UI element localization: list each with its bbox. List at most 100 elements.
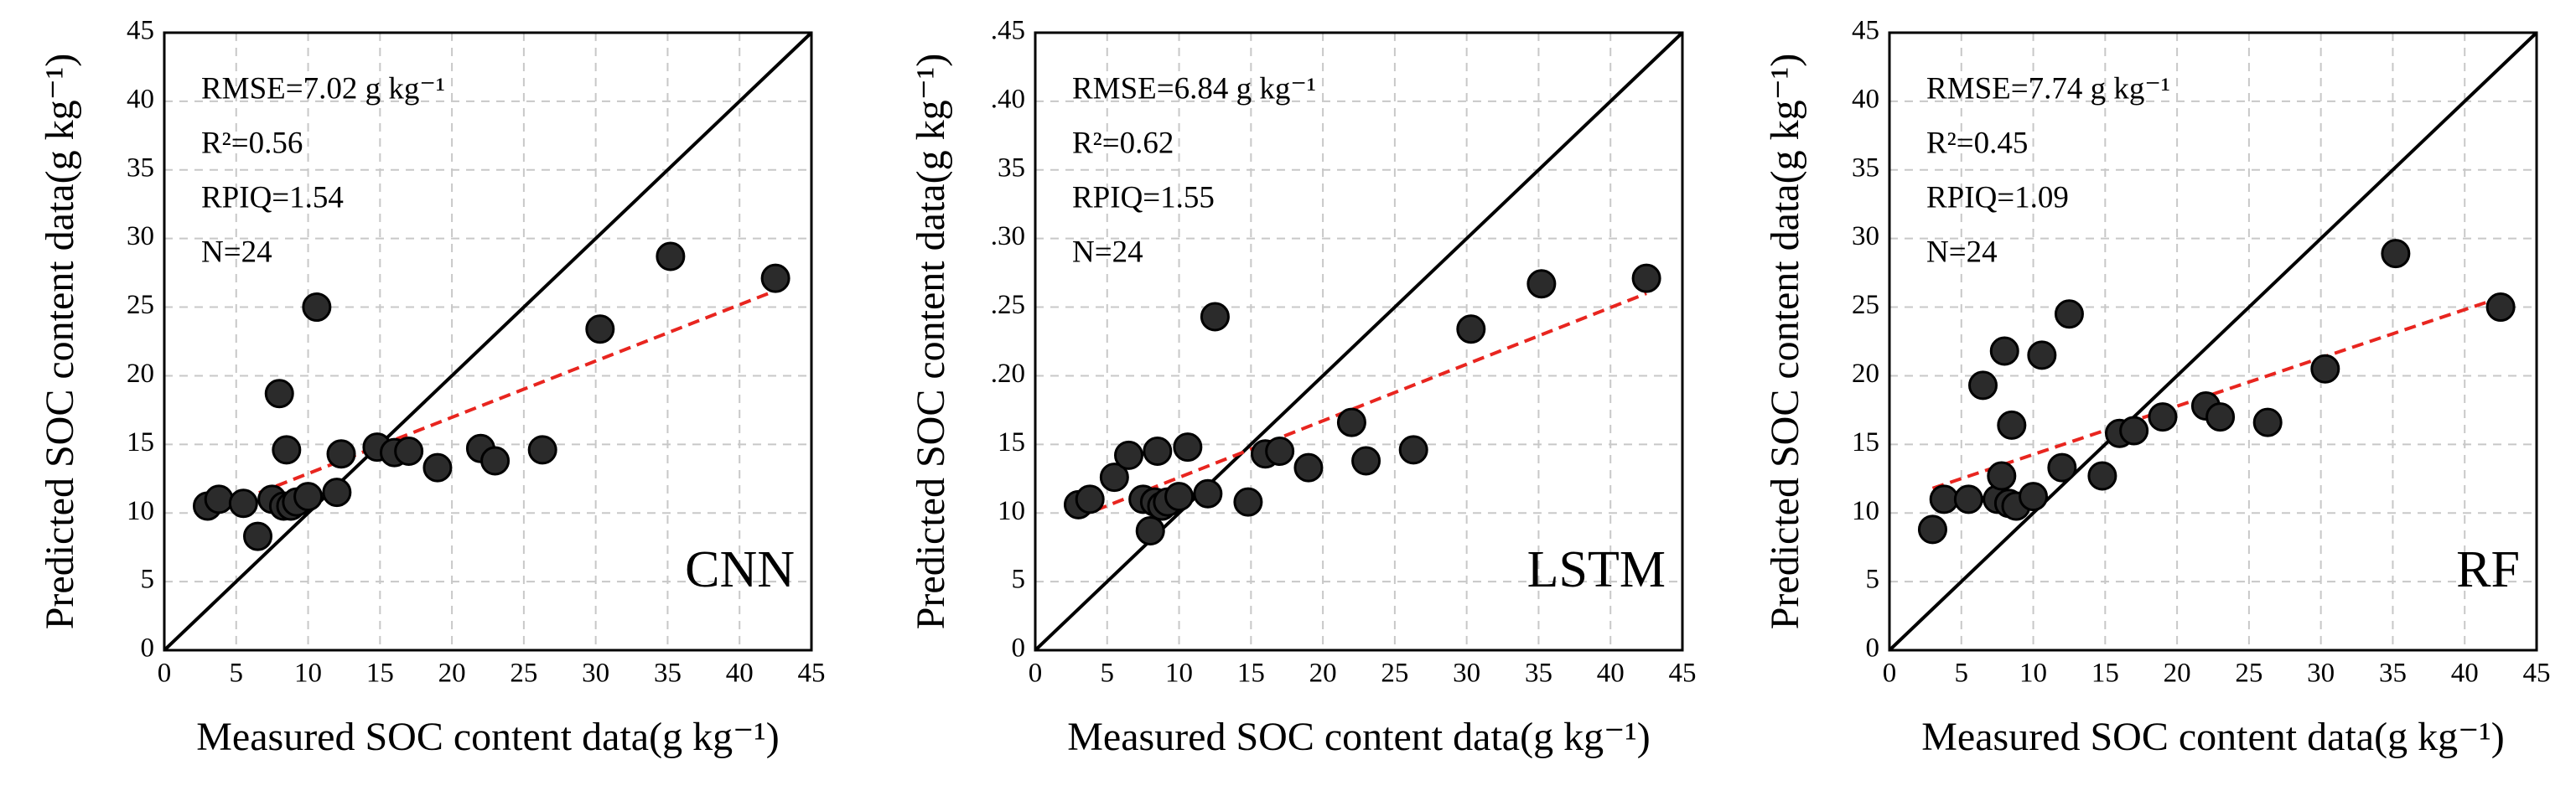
scatter-point	[1989, 336, 2019, 366]
scatter-point	[302, 292, 332, 323]
x-tick-label: 45	[1669, 659, 1697, 689]
x-tick-label: 25	[510, 659, 537, 689]
x-tick-label: 35	[2379, 659, 2407, 689]
scatter-point	[2485, 292, 2516, 323]
plot-frame	[1888, 31, 2538, 652]
annotation: N=24	[201, 235, 272, 269]
x-tick-label: 30	[2307, 659, 2335, 689]
x-tick-label: 15	[2091, 659, 2119, 689]
scatter-point	[2381, 239, 2411, 269]
x-tick-label: 10	[2019, 659, 2047, 689]
scatter-point	[1398, 435, 1428, 465]
trend-line	[1931, 296, 2501, 490]
annotation: R²=0.62	[1072, 126, 1174, 160]
scatter-point	[2310, 354, 2340, 384]
y-tick-label: .45	[991, 16, 1025, 46]
scatter-point	[326, 439, 356, 469]
scatter-point	[1075, 484, 1105, 514]
scatter-point	[1968, 370, 1998, 401]
scatter-point	[1164, 482, 1195, 512]
x-tick-label: 5	[1955, 659, 1969, 689]
x-tick-label: 0	[1883, 659, 1897, 689]
x-tick-label: 10	[294, 659, 322, 689]
y-tick-label: 15	[127, 427, 154, 457]
y-tick-label: 10	[127, 496, 154, 526]
scatter-point	[1351, 446, 1381, 476]
y-tick-label: 20	[1852, 359, 1879, 389]
x-tick-label: 15	[366, 659, 394, 689]
x-axis-label: Measured SOC content data(g kg⁻¹)	[1067, 715, 1651, 759]
x-tick-label: 5	[1101, 659, 1115, 689]
scatter-point	[204, 484, 234, 514]
model-label: RF	[2456, 541, 2520, 598]
y-tick-label: 10	[998, 496, 1025, 526]
y-tick-label: .30	[991, 221, 1025, 251]
y-tick-label: 15	[998, 427, 1025, 457]
annotation: RPIQ=1.54	[201, 180, 344, 215]
scatter-point	[1143, 437, 1173, 467]
x-tick-label: 10	[1165, 659, 1193, 689]
scatter-point	[1953, 484, 1983, 514]
model-label: CNN	[685, 541, 795, 598]
y-tick-label: 15	[1852, 427, 1879, 457]
x-tick-label: 25	[1381, 659, 1408, 689]
x-tick-label: 20	[438, 659, 466, 689]
scatter-point	[1336, 407, 1366, 437]
scatter-point	[2019, 482, 2049, 512]
scatter-point	[1193, 478, 1223, 509]
x-tick-label: 30	[1453, 659, 1480, 689]
scatter-point	[2205, 402, 2236, 432]
x-tick-label: 35	[1525, 659, 1552, 689]
y-tick-label: 20	[127, 359, 154, 389]
y-tick-label: 35	[127, 152, 154, 183]
y-tick-label: 0	[1866, 633, 1880, 664]
y-tick-label: 5	[1012, 565, 1026, 595]
x-axis-label: Measured SOC content data(g kg⁻¹)	[1921, 715, 2505, 759]
scatter-point	[264, 379, 294, 409]
y-tick-label: 0	[141, 633, 155, 664]
scatter-point	[2087, 461, 2117, 491]
model-label: LSTM	[1527, 541, 1666, 598]
y-tick-label: .25	[991, 290, 1025, 320]
scatter-point	[293, 482, 324, 512]
scatter-point	[1987, 461, 2017, 491]
y-tick-label: 45	[1852, 16, 1879, 46]
scatter-point	[1293, 452, 1324, 483]
y-tick-label: 35	[1852, 152, 1879, 183]
scatter-point	[2027, 340, 2057, 370]
x-tick-label: 20	[2164, 659, 2191, 689]
x-tick-label: 0	[158, 659, 172, 689]
annotation: N=24	[1926, 235, 1998, 269]
x-tick-label: 5	[230, 659, 244, 689]
y-tick-label: 40	[127, 84, 154, 114]
scatter-point	[2054, 299, 2084, 329]
annotation: R²=0.45	[1926, 126, 2028, 160]
y-tick-label: 45	[127, 16, 154, 46]
scatter-point	[1099, 463, 1129, 493]
x-tick-label: 20	[1309, 659, 1337, 689]
scatter-point	[1997, 410, 2027, 440]
scatter-point	[527, 435, 557, 465]
scatter-point	[1114, 440, 1144, 470]
x-tick-label: 45	[2523, 659, 2551, 689]
scatter-point	[1917, 514, 1947, 545]
x-tick-label: 0	[1029, 659, 1043, 689]
trend-line	[1077, 292, 1647, 519]
scatter-point	[322, 478, 352, 508]
scatter-point	[1456, 314, 1486, 344]
y-tick-label: 35	[998, 152, 1025, 183]
identity-line	[163, 31, 813, 652]
scatter-point	[1200, 302, 1230, 332]
annotation: RMSE=7.74 g kg⁻¹	[1926, 71, 2170, 106]
x-tick-label: 30	[582, 659, 609, 689]
y-tick-label: 5	[141, 565, 155, 595]
scatter-point	[228, 488, 258, 519]
scatter-point	[394, 437, 424, 467]
x-tick-label: 45	[798, 659, 826, 689]
y-tick-label: 10	[1852, 496, 1879, 526]
scatter-point	[1265, 437, 1295, 467]
annotation: RMSE=7.02 g kg⁻¹	[201, 71, 445, 106]
scatter-point	[480, 446, 511, 476]
x-tick-label: 40	[2451, 659, 2479, 689]
scatter-point	[585, 314, 615, 344]
